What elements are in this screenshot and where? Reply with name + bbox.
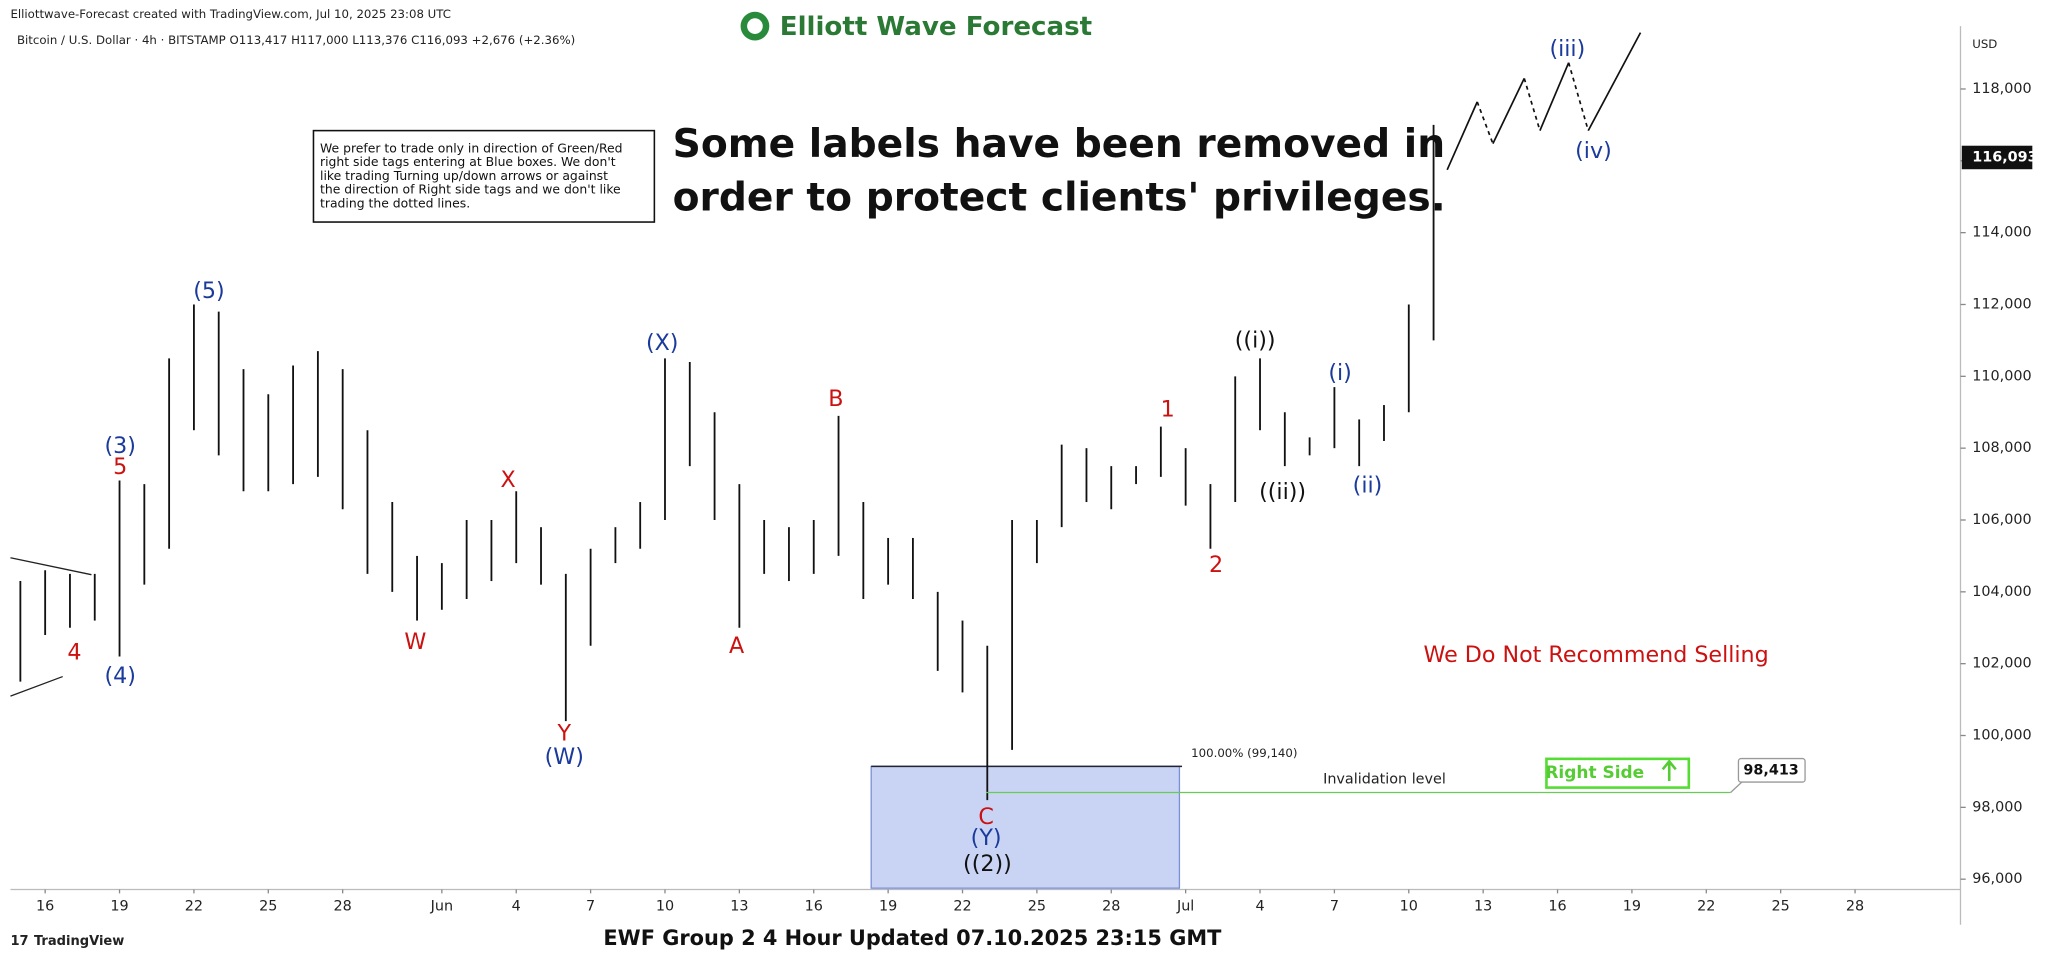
- y-tick-label: 98,000: [1972, 799, 2022, 815]
- wedge-line: [10, 557, 92, 576]
- y-tick-label: 102,000: [1972, 656, 2031, 672]
- y-tick-label: 112,000: [1972, 296, 2031, 312]
- x-tick-label: 16: [805, 898, 823, 914]
- target-box: [870, 765, 1181, 889]
- note-line: trading the dotted lines.: [320, 195, 470, 210]
- right-side-box: [1545, 757, 1691, 789]
- x-tick-label: 19: [110, 898, 128, 914]
- x-tick-label: 22: [953, 898, 971, 914]
- projection: [1539, 62, 1570, 131]
- note-box: [312, 129, 656, 223]
- x-tick-label: 13: [1474, 898, 1492, 914]
- note-line: like trading Turning up/down arrows or a…: [320, 168, 608, 183]
- wave-label: (i): [1328, 360, 1351, 386]
- up-arrow: [1661, 759, 1677, 782]
- x-tick-label: 28: [1846, 898, 1864, 914]
- x-tick-label: 4: [512, 898, 521, 914]
- fib-label: 100.00% (99,140): [1191, 746, 1297, 760]
- last-price-tag: [1961, 145, 2033, 170]
- x-tick-label: 7: [1330, 898, 1339, 914]
- note-line: the direction of Right side tags and we …: [320, 182, 621, 197]
- headline-line: order to protect clients' privileges.: [673, 175, 1446, 220]
- note: We prefer to trade only in direction of …: [320, 140, 623, 210]
- wave-label: X: [500, 467, 515, 493]
- x-tick-label: 19: [1623, 898, 1641, 914]
- wave-label: (X): [646, 330, 679, 356]
- x-tick-label: 4: [1255, 898, 1264, 914]
- wave-label: ((2)): [963, 851, 1012, 877]
- brand: TradingView: [34, 934, 124, 949]
- x-tick-label: 25: [1772, 898, 1790, 914]
- projection: [1446, 101, 1479, 171]
- wave-label: 4: [67, 640, 81, 666]
- x-tick-label: 19: [879, 898, 897, 914]
- y-tick-label: 118,000: [1972, 81, 2031, 97]
- wave-label: W: [404, 629, 426, 655]
- wave-label: (5): [193, 278, 224, 304]
- x-tick-label: 25: [1028, 898, 1046, 914]
- wave-label: (4): [104, 663, 135, 689]
- watermark: Elliottwave-Forecast created with Tradin…: [10, 7, 451, 21]
- right-side: Right Side: [1545, 763, 1644, 783]
- x-tick-label: 7: [586, 898, 595, 914]
- wave-label: Y: [556, 721, 571, 747]
- callout-label: 98,413: [1743, 762, 1798, 778]
- callout-box: [1737, 757, 1806, 783]
- y-tick-label: 108,000: [1972, 440, 2031, 456]
- projection: [1587, 32, 1642, 132]
- wave-label: B: [828, 386, 843, 412]
- x-tick-label: Jul: [1176, 898, 1194, 914]
- projection: [1492, 77, 1526, 145]
- wedge-line: [10, 675, 63, 697]
- brand-icon: 17: [10, 934, 28, 949]
- x-tick-label: 13: [730, 898, 748, 914]
- currency: USD: [1972, 37, 1997, 51]
- last-price-label: 116,093: [1972, 149, 2037, 165]
- wave-label: 1: [1161, 397, 1175, 423]
- y-tick-label: 106,000: [1972, 512, 2031, 528]
- x-tick-label: 22: [185, 898, 203, 914]
- y-tick-label: 96,000: [1972, 871, 2022, 887]
- wave-label: C: [978, 804, 994, 830]
- y-tick-label: 100,000: [1972, 728, 2031, 744]
- logo-icon-inner: [747, 18, 763, 34]
- wave-label: (iv): [1575, 138, 1612, 164]
- symbol-line: Bitcoin / U.S. Dollar · 4h · BITSTAMP O1…: [17, 33, 575, 47]
- wave-label: (W): [545, 744, 584, 770]
- x-tick-label: 16: [1548, 898, 1566, 914]
- logo-text: Elliott Wave Forecast: [780, 12, 1092, 42]
- wave-label: 2: [1209, 552, 1223, 578]
- wave-label: (iii): [1549, 36, 1585, 62]
- x-tick-label: 16: [36, 898, 54, 914]
- note-line: right side tags entering at Blue boxes. …: [320, 154, 616, 169]
- recommendation: We Do Not Recommend Selling: [1423, 642, 1768, 668]
- footer: EWF Group 2 4 Hour Updated 07.10.2025 23…: [603, 926, 1222, 950]
- x-tick-label: 28: [334, 898, 352, 914]
- wave-label: (Y): [971, 825, 1002, 851]
- wave-label: 5: [113, 454, 127, 480]
- headline: Some labels have been removed in order to…: [673, 122, 1446, 221]
- note-line: We prefer to trade only in direction of …: [320, 140, 623, 155]
- y-tick-label: 114,000: [1972, 225, 2031, 241]
- wave-label: ((i)): [1235, 327, 1276, 353]
- x-tick-label: 22: [1697, 898, 1715, 914]
- y-tick-label: 110,000: [1972, 368, 2031, 384]
- wave-label: ((ii)): [1259, 479, 1306, 505]
- projection: [1523, 78, 1541, 131]
- x-tick-label: 25: [259, 898, 277, 914]
- x-tick-label: 28: [1102, 898, 1120, 914]
- wave-label: (3): [104, 433, 135, 459]
- x-tick-label: Jun: [430, 898, 453, 914]
- y-tick-label: 104,000: [1972, 584, 2031, 600]
- wave-label: A: [729, 633, 744, 659]
- wave-label: (ii): [1353, 472, 1383, 498]
- x-tick-label: 10: [1400, 898, 1418, 914]
- invalidation-text: Invalidation level: [1323, 771, 1446, 787]
- x-tick-label: 10: [656, 898, 674, 914]
- headline-line: Some labels have been removed in: [673, 122, 1445, 167]
